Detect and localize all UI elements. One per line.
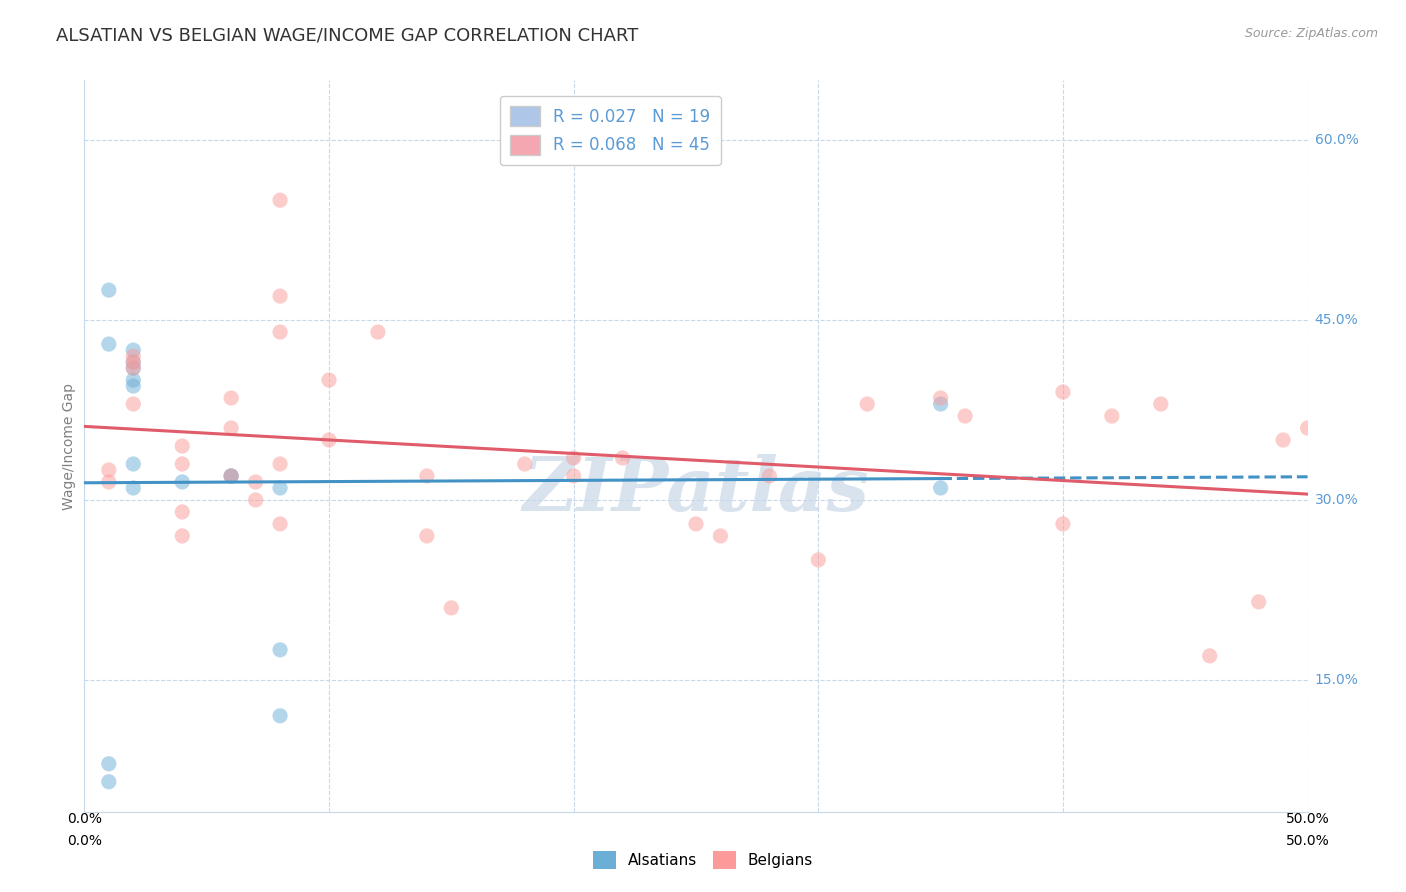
Text: 60.0%: 60.0% [1315, 133, 1358, 147]
Point [513, 457, 536, 471]
Point [416, 469, 439, 483]
Point [1296, 421, 1319, 435]
Point [122, 343, 145, 357]
Point [269, 516, 291, 531]
Point [929, 481, 952, 495]
Point [122, 361, 145, 376]
Point [1198, 648, 1220, 663]
Point [856, 397, 879, 411]
Point [97, 337, 120, 351]
Point [709, 529, 731, 543]
Point [122, 361, 145, 376]
Legend: Alsatians, Belgians: Alsatians, Belgians [586, 845, 820, 875]
Point [367, 325, 389, 339]
Point [929, 397, 952, 411]
Point [172, 475, 194, 489]
Point [245, 492, 267, 507]
Point [122, 397, 145, 411]
Point [97, 475, 120, 489]
Text: 0.0%: 0.0% [67, 812, 101, 826]
Text: 50.0%: 50.0% [1285, 834, 1330, 848]
Point [416, 529, 439, 543]
Point [245, 475, 267, 489]
Point [172, 439, 194, 453]
Point [269, 457, 291, 471]
Point [269, 481, 291, 495]
Point [172, 529, 194, 543]
Point [269, 643, 291, 657]
Point [1150, 397, 1173, 411]
Text: 30.0%: 30.0% [1315, 493, 1358, 507]
Point [1272, 433, 1295, 447]
Point [122, 481, 145, 495]
Point [97, 283, 120, 297]
Point [807, 553, 830, 567]
Point [953, 409, 976, 423]
Point [172, 457, 194, 471]
Text: 0.0%: 0.0% [67, 834, 101, 848]
Point [1247, 595, 1270, 609]
Text: 50.0%: 50.0% [1285, 812, 1330, 826]
Point [122, 355, 145, 369]
Point [97, 463, 120, 477]
Point [219, 421, 242, 435]
Point [219, 391, 242, 405]
Point [318, 373, 340, 387]
Text: ZIPatlas: ZIPatlas [523, 454, 869, 526]
Point [97, 756, 120, 771]
Point [1052, 385, 1074, 400]
Point [1101, 409, 1123, 423]
Legend: R = 0.027   N = 19, R = 0.068   N = 45: R = 0.027 N = 19, R = 0.068 N = 45 [501, 96, 720, 165]
Point [269, 289, 291, 303]
Point [122, 379, 145, 393]
Point [219, 469, 242, 483]
Point [97, 774, 120, 789]
Point [122, 373, 145, 387]
Point [122, 349, 145, 363]
Point [219, 469, 242, 483]
Point [1052, 516, 1074, 531]
Point [122, 457, 145, 471]
Point [122, 355, 145, 369]
Point [269, 325, 291, 339]
Text: ALSATIAN VS BELGIAN WAGE/INCOME GAP CORRELATION CHART: ALSATIAN VS BELGIAN WAGE/INCOME GAP CORR… [56, 27, 638, 45]
Point [269, 708, 291, 723]
Point [318, 433, 340, 447]
Point [219, 469, 242, 483]
Text: 15.0%: 15.0% [1315, 673, 1358, 687]
Point [562, 450, 585, 465]
Point [929, 391, 952, 405]
Point [172, 505, 194, 519]
Text: Source: ZipAtlas.com: Source: ZipAtlas.com [1244, 27, 1378, 40]
Y-axis label: Wage/Income Gap: Wage/Income Gap [62, 383, 76, 509]
Point [562, 469, 585, 483]
Text: 45.0%: 45.0% [1315, 313, 1358, 327]
Point [440, 600, 463, 615]
Point [612, 450, 634, 465]
Point [685, 516, 707, 531]
Point [269, 193, 291, 207]
Point [758, 469, 780, 483]
